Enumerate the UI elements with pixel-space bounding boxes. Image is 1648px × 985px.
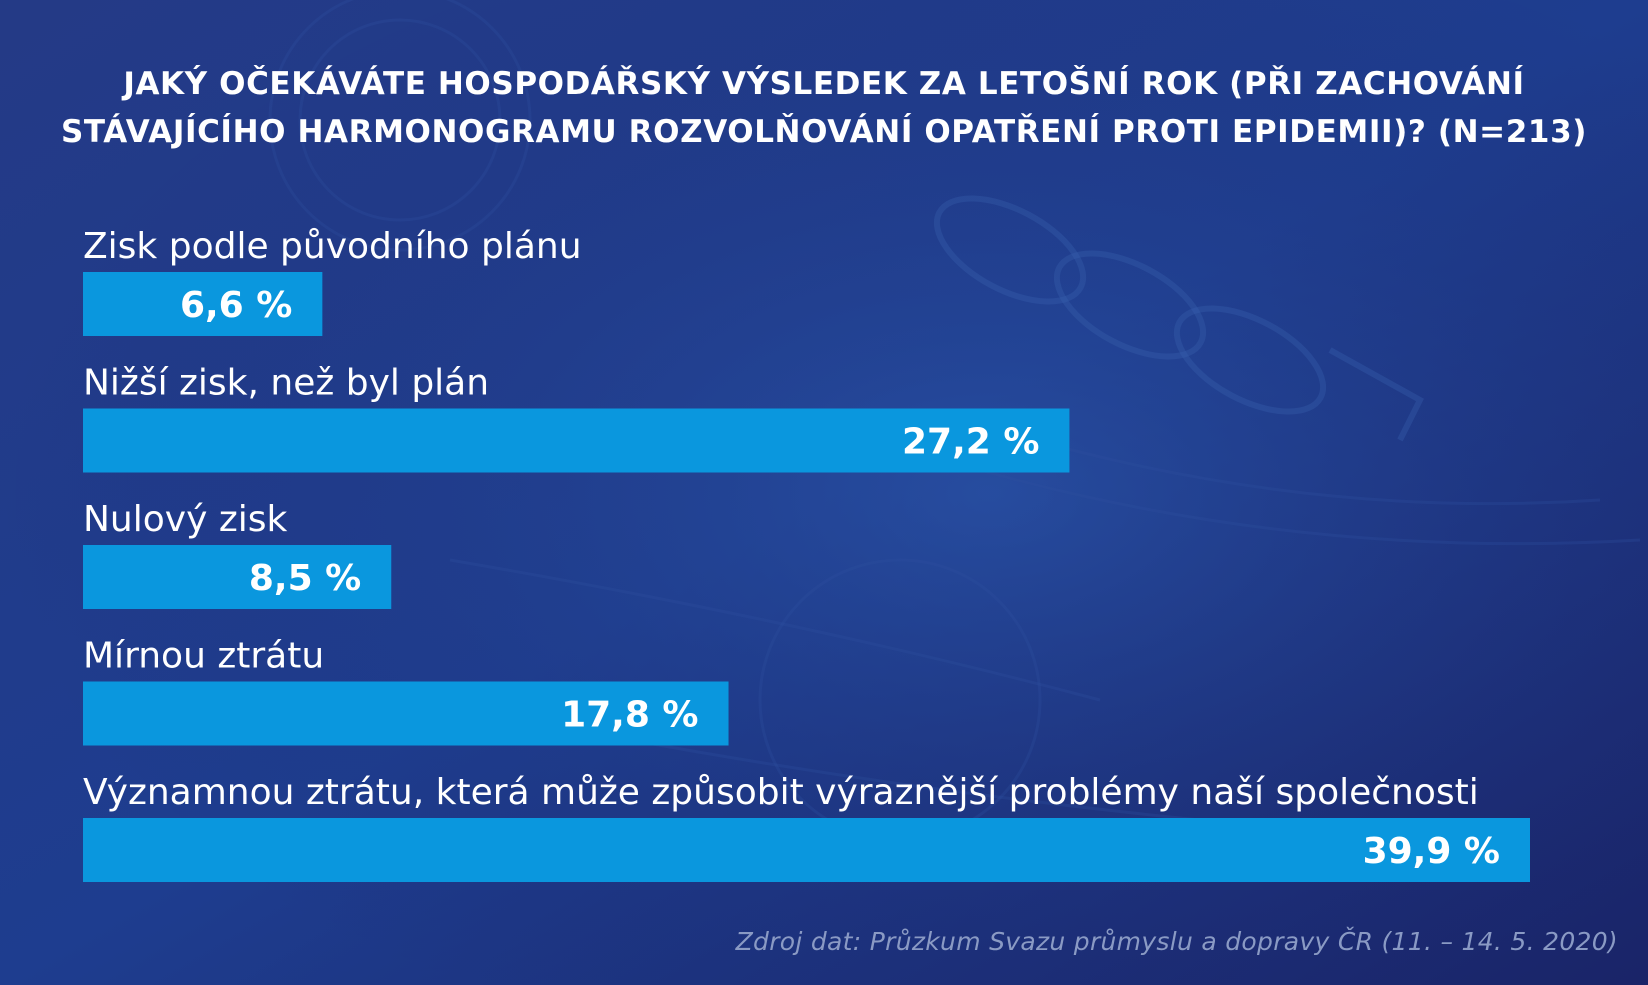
bar [83, 681, 729, 746]
category-label: Nulový zisk [83, 499, 287, 540]
data-source-note: Zdroj dat: Průzkum Svazu průmyslu a dopr… [735, 927, 1618, 956]
value-label: 6,6 % [180, 285, 292, 326]
bar [83, 545, 392, 609]
chart-title-line-2: STÁVAJÍCÍHO HARMONOGRAMU ROZVOLŇOVÁNÍ OP… [60, 114, 1588, 150]
bar [83, 408, 1070, 473]
chart-title-line-1: JAKÝ OČEKÁVÁTE HOSPODÁŘSKÝ VÝSLEDEK ZA L… [123, 66, 1525, 102]
category-label: Mírnou ztrátu [83, 636, 324, 677]
bar [83, 272, 323, 336]
category-label: Zisk podle původního plánu [83, 226, 582, 267]
value-label: 39,9 % [1363, 831, 1500, 872]
value-label: 8,5 % [249, 558, 361, 599]
bar [83, 818, 1530, 882]
category-label: Nižší zisk, než byl plán [83, 363, 489, 404]
chart-title: JAKÝ OČEKÁVÁTE HOSPODÁŘSKÝ VÝSLEDEK ZA L… [0, 60, 1648, 156]
value-label: 17,8 % [561, 695, 698, 736]
value-label: 27,2 % [902, 422, 1039, 463]
category-label: Významnou ztrátu, která může způsobit vý… [83, 772, 1479, 813]
